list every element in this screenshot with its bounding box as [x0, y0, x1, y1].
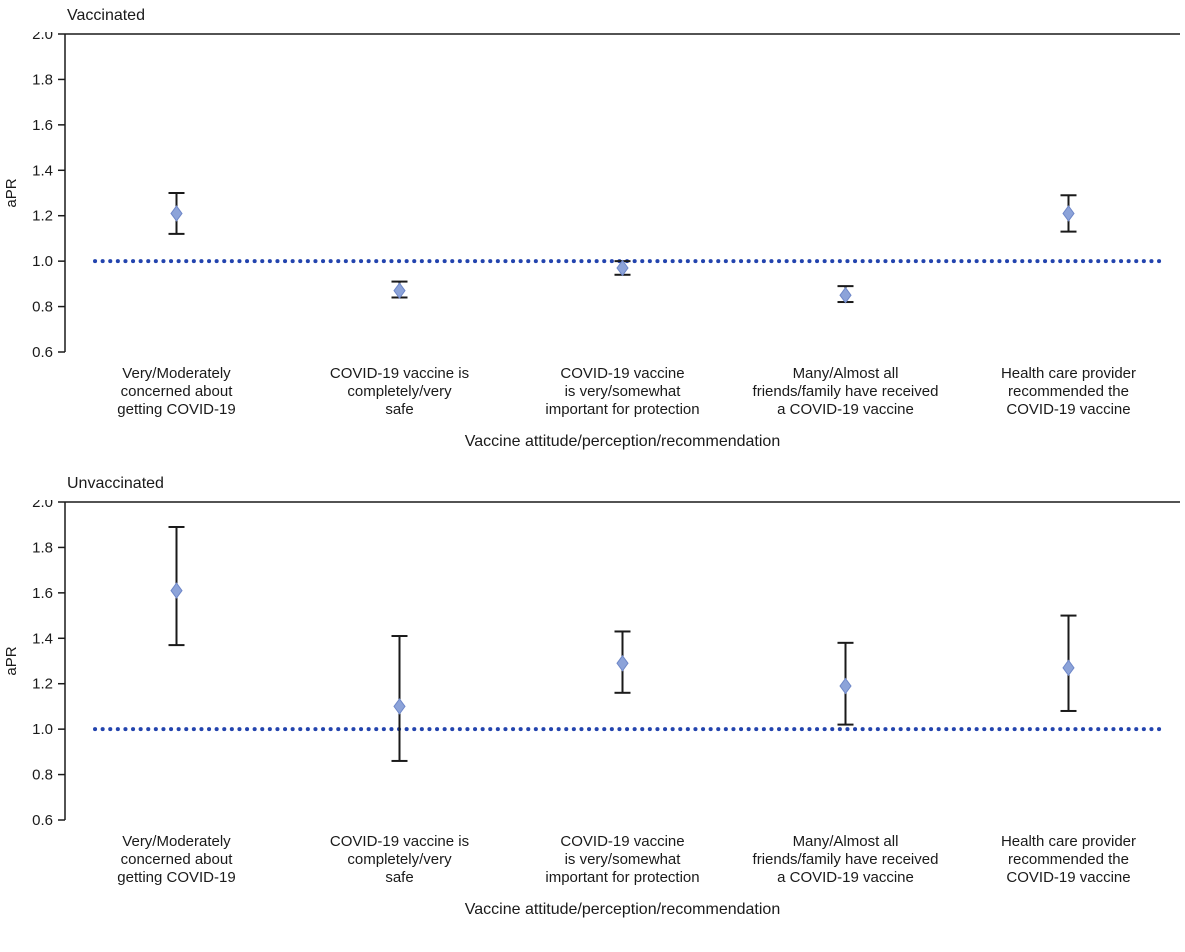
- y-tick-label: 0.6: [32, 344, 53, 361]
- x-category-label: COVID-19 vaccine: [560, 365, 684, 382]
- estimate-with-ci: [168, 192, 185, 235]
- estimate-with-ci: [1060, 614, 1077, 712]
- y-tick-label: 0.8: [32, 767, 53, 784]
- x-category-label: recommended the: [1008, 383, 1129, 400]
- x-category-label: COVID-19 vaccine is: [330, 833, 469, 850]
- y-tick-label: 1.4: [32, 162, 53, 179]
- x-category-label: friends/family have received: [753, 851, 939, 868]
- panel-title-vaccinated: Vaccinated: [67, 7, 145, 24]
- x-category-label: Health care provider: [1001, 365, 1136, 382]
- y-tick-label: 1.2: [32, 208, 53, 225]
- x-category-label: Very/Moderately: [122, 833, 231, 850]
- y-tick-label: 1.8: [32, 539, 53, 556]
- estimate-with-ci: [391, 635, 408, 762]
- y-tick-label: 1.0: [32, 721, 53, 738]
- x-category-label: getting COVID-19: [117, 869, 235, 886]
- y-tick-label: 1.4: [32, 630, 53, 647]
- point-marker: [170, 582, 183, 599]
- point-marker: [393, 698, 406, 715]
- estimate-with-ci: [1060, 194, 1077, 233]
- estimate-with-ci: [614, 259, 631, 277]
- x-category-label: COVID-19 vaccine: [560, 833, 684, 850]
- point-marker: [839, 677, 852, 695]
- panel-vaccinated: Vaccinated 0.6 0.8 1.0 1.2 1.4 1.6 1.8 2.0 aPR Ve…: [0, 6, 1185, 452]
- forest-plot-figure: Vaccinated 0.6 0.8 1.0 1.2 1.4 1.6 1.8 2.0 aPR Ve…: [0, 6, 1185, 920]
- x-category-label: COVID-19 vaccine is: [330, 365, 469, 382]
- point-marker: [616, 654, 629, 672]
- estimate-with-ci: [614, 630, 631, 694]
- x-category-label: safe: [385, 869, 413, 886]
- x-axis-title: Vaccine attitude/perception/recommendati…: [464, 433, 781, 450]
- y-tick-label: 2.0: [32, 32, 53, 43]
- x-category-label: important for protection: [545, 401, 699, 418]
- y-tick-label: 1.8: [32, 71, 53, 88]
- x-category-label: important for protection: [545, 869, 699, 886]
- y-axis-label: aPR: [3, 646, 20, 675]
- x-category-label: Many/Almost all: [793, 833, 899, 850]
- x-category-label: Very/Moderately: [122, 365, 231, 382]
- x-category-label: recommended the: [1008, 851, 1129, 868]
- estimate-with-ci: [837, 641, 854, 726]
- x-category-label: Many/Almost all: [793, 365, 899, 382]
- y-tick-label: 1.2: [32, 676, 53, 693]
- point-marker: [393, 282, 406, 300]
- x-category-label: getting COVID-19: [117, 401, 235, 418]
- panel-title-unvaccinated: Unvaccinated: [67, 475, 164, 492]
- point-marker: [170, 205, 183, 222]
- point-marker: [839, 286, 852, 304]
- y-tick-label: 0.8: [32, 299, 53, 316]
- point-marker: [1062, 659, 1075, 677]
- x-category-label: is very/somewhat: [565, 383, 682, 400]
- x-category-label: Health care provider: [1001, 833, 1136, 850]
- x-category-label: COVID-19 vaccine: [1006, 869, 1130, 886]
- x-category-label: friends/family have received: [753, 383, 939, 400]
- y-tick-label: 1.6: [32, 117, 53, 134]
- y-tick-label: 1.0: [32, 253, 53, 270]
- x-category-label: completely/very: [347, 383, 452, 400]
- x-axis-title: Vaccine attitude/perception/recommendati…: [464, 901, 781, 918]
- x-category-label: completely/very: [347, 851, 452, 868]
- x-category-label: a COVID-19 vaccine: [777, 869, 914, 886]
- estimate-with-ci: [837, 285, 854, 304]
- x-category-label: a COVID-19 vaccine: [777, 401, 914, 418]
- unvaccinated-chart: 0.6 0.8 1.0 1.2 1.4 1.6 1.8 2.0 aPR Very/Moderate…: [3, 500, 1180, 886]
- point-marker: [616, 259, 629, 277]
- y-axis-label: aPR: [3, 178, 20, 207]
- x-category-label: concerned about: [121, 383, 234, 400]
- y-tick-label: 1.6: [32, 585, 53, 602]
- panel-unvaccinated: Unvaccinated 0.6 0.8 1.0 1.2 1.4 1.6 1.8 2.0 aPR…: [0, 474, 1185, 920]
- y-tick-label: 0.6: [32, 812, 53, 829]
- y-tick-label: 2.0: [32, 500, 53, 511]
- x-category-label: concerned about: [121, 851, 234, 868]
- x-category-label: is very/somewhat: [565, 851, 682, 868]
- estimate-with-ci: [391, 280, 408, 300]
- vaccinated-chart: 0.6 0.8 1.0 1.2 1.4 1.6 1.8 2.0 aPR Very/Moderate…: [3, 32, 1180, 418]
- estimate-with-ci: [168, 525, 185, 647]
- x-category-label: safe: [385, 401, 413, 418]
- point-marker: [1062, 205, 1075, 222]
- x-category-label: COVID-19 vaccine: [1006, 401, 1130, 418]
